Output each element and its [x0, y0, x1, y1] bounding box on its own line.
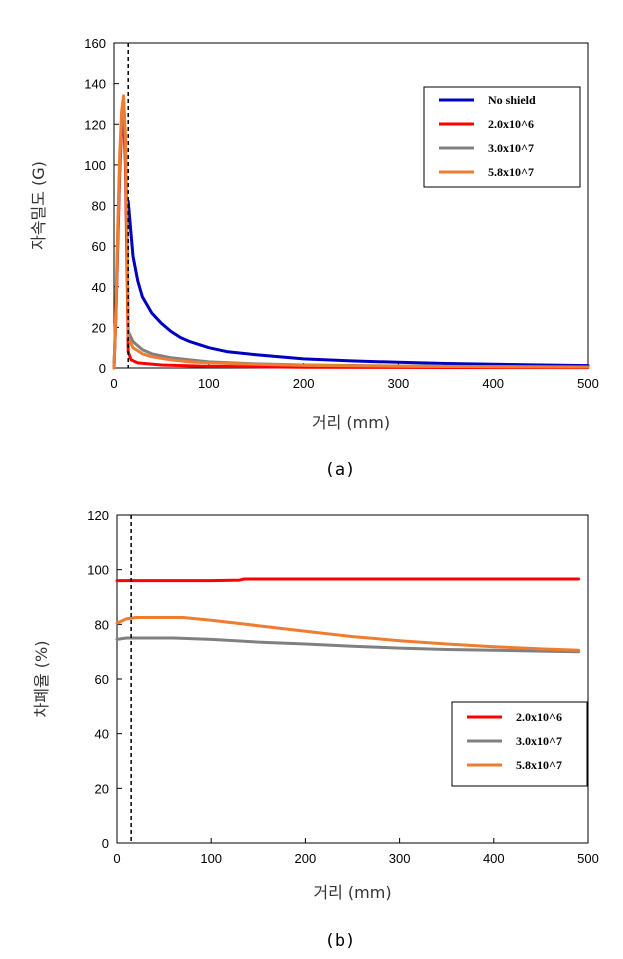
- y-tick-label: 80: [92, 199, 106, 214]
- x-tick-label: 200: [295, 851, 317, 866]
- y-axis-label: 자속밀도 (G): [29, 161, 48, 250]
- y-tick-label: 160: [84, 36, 106, 51]
- legend-label: 5.8x10^7: [488, 165, 534, 179]
- legend-label: 5.8x10^7: [516, 758, 562, 772]
- x-tick-label: 300: [388, 376, 410, 391]
- chart-b: 0 100 200 300 400 500 0 20 40 60 80 100 120 2.0x10^6 3…: [32, 508, 599, 951]
- figure-caption: (b): [325, 931, 356, 951]
- y-tick-label: 100: [84, 158, 106, 173]
- x-axis-label: 거리 (mm): [313, 883, 391, 902]
- x-tick-label: 500: [577, 851, 599, 866]
- legend-box: [423, 86, 581, 188]
- x-tick-label: 100: [198, 376, 220, 391]
- x-tick-label: 200: [293, 376, 315, 391]
- x-tick-label: 100: [200, 851, 222, 866]
- x-tick-label: 400: [482, 376, 504, 391]
- y-tick-label: 80: [95, 617, 109, 632]
- series-line: [112, 94, 590, 370]
- plot-frame: [116, 514, 589, 844]
- y-tick-label: 60: [95, 672, 109, 687]
- chart-a: 0 100 200 300 400 500 0 20 40 60 80 100 120 140 160 No …: [29, 36, 599, 480]
- figure-caption: (a): [325, 460, 356, 480]
- legend-label: 2.0x10^6: [516, 710, 562, 724]
- x-tick-label: 300: [389, 851, 411, 866]
- series-line: [126, 199, 590, 368]
- y-tick-label: 120: [84, 117, 106, 132]
- series-line: [115, 577, 581, 583]
- x-tick-label: 500: [577, 376, 599, 391]
- y-tick-label: 100: [87, 563, 109, 578]
- y-tick-label: 40: [92, 280, 106, 295]
- series-line: [115, 636, 581, 654]
- x-tick-label: 0: [110, 376, 117, 391]
- y-tick-label: 120: [87, 508, 109, 523]
- legend-label: 3.0x10^7: [516, 734, 562, 748]
- y-tick-label: 40: [95, 727, 109, 742]
- x-tick-label: 0: [113, 851, 120, 866]
- legend-label: No shield: [488, 93, 536, 107]
- y-tick-label: 0: [102, 836, 109, 851]
- y-tick-label: 20: [95, 781, 109, 796]
- legend-label: 2.0x10^6: [488, 117, 534, 131]
- legend-label: 3.0x10^7: [488, 141, 534, 155]
- y-tick-label: 0: [99, 361, 106, 376]
- y-tick-label: 60: [92, 239, 106, 254]
- y-tick-label: 140: [84, 77, 106, 92]
- y-axis-label: 차폐율 (%): [32, 641, 51, 718]
- series-line: [115, 616, 581, 652]
- y-tick-label: 20: [92, 320, 106, 335]
- x-tick-label: 400: [483, 851, 505, 866]
- x-axis-label: 거리 (mm): [312, 413, 390, 432]
